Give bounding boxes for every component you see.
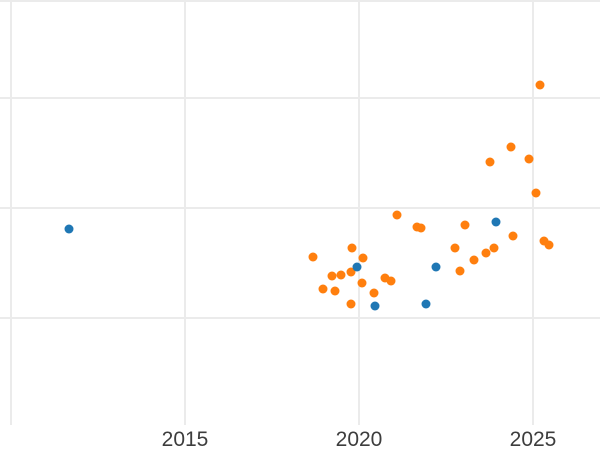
data-point-orange xyxy=(450,243,460,253)
horizontal-gridline xyxy=(0,207,600,209)
data-point-orange xyxy=(357,278,367,288)
horizontal-gridline xyxy=(0,317,600,319)
data-point-orange xyxy=(386,276,396,286)
data-point-orange xyxy=(346,267,356,277)
data-point-orange xyxy=(524,154,534,164)
data-point-blue xyxy=(491,217,501,227)
data-point-blue xyxy=(64,224,74,234)
x-tick-label: 2025 xyxy=(509,428,557,450)
data-point-orange xyxy=(539,236,549,246)
data-point-orange xyxy=(460,220,470,230)
data-point-orange xyxy=(485,157,495,167)
data-point-orange xyxy=(346,299,356,309)
data-point-orange xyxy=(508,231,518,241)
x-tick-label: 2020 xyxy=(335,428,383,450)
plot-area xyxy=(0,0,600,425)
data-point-orange xyxy=(481,248,491,258)
data-point-orange xyxy=(531,188,541,198)
data-point-orange xyxy=(358,253,368,263)
data-point-orange xyxy=(489,243,499,253)
vertical-gridline xyxy=(532,0,534,425)
data-point-orange xyxy=(327,271,337,281)
vertical-gridline xyxy=(10,0,12,425)
data-point-blue xyxy=(421,299,431,309)
data-point-orange xyxy=(392,210,402,220)
data-point-blue xyxy=(352,262,362,272)
data-point-orange xyxy=(347,243,357,253)
horizontal-gridline xyxy=(0,97,600,99)
x-tick-label: 2015 xyxy=(161,428,209,450)
data-point-orange xyxy=(380,273,390,283)
data-point-orange xyxy=(544,240,554,250)
data-point-orange xyxy=(506,142,516,152)
data-point-orange xyxy=(336,270,346,279)
data-point-orange xyxy=(330,286,340,296)
data-point-orange xyxy=(455,266,465,276)
data-point-orange xyxy=(308,252,318,262)
data-point-orange xyxy=(469,255,479,265)
horizontal-gridline xyxy=(0,0,600,2)
data-point-blue xyxy=(370,301,380,311)
data-point-orange xyxy=(535,80,545,90)
data-point-blue xyxy=(431,262,441,272)
data-point-orange xyxy=(318,284,328,294)
data-point-orange xyxy=(369,288,379,298)
data-point-orange xyxy=(416,223,426,232)
vertical-gridline xyxy=(358,0,360,425)
vertical-gridline xyxy=(184,0,186,425)
